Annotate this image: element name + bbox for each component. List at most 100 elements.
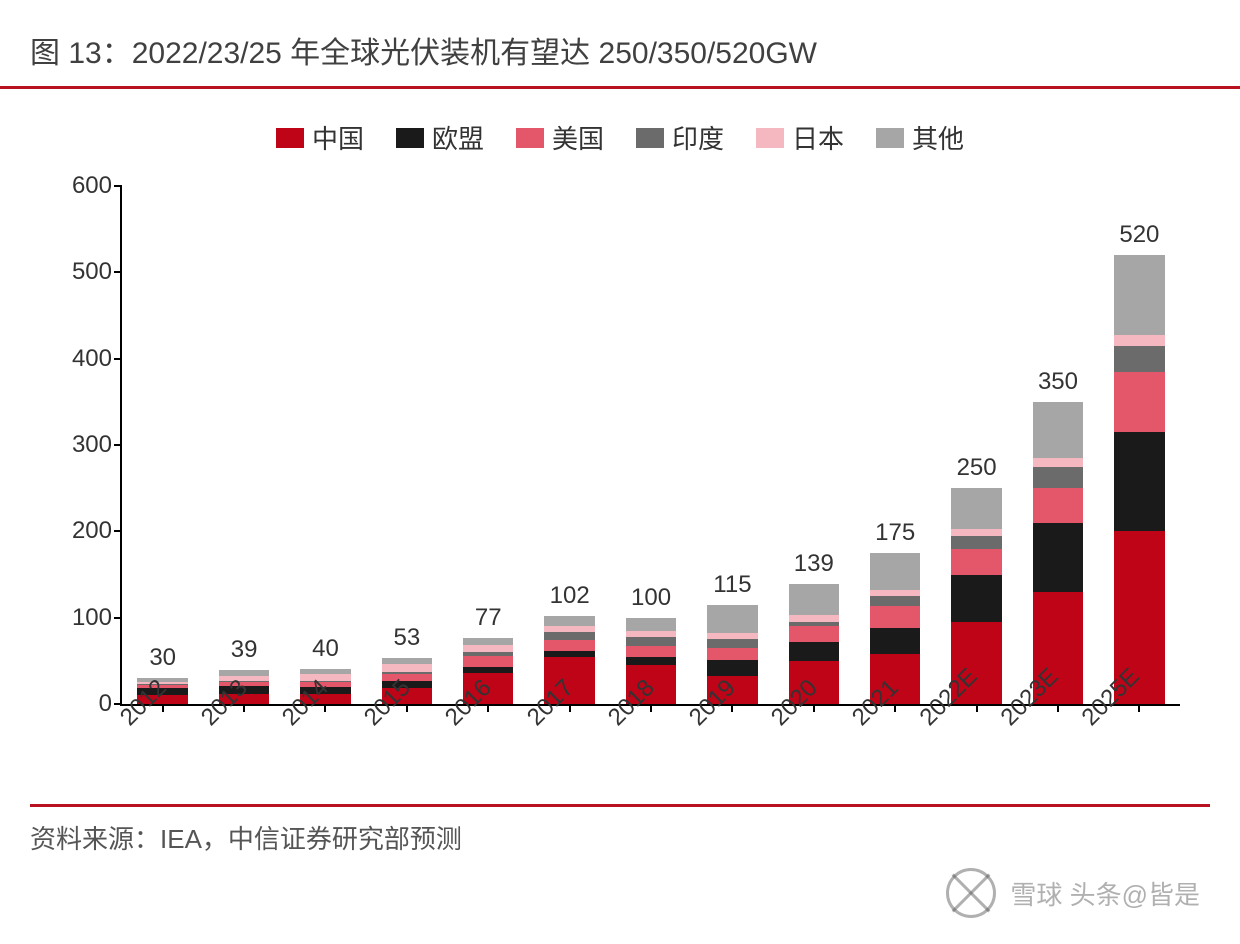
bar-segment-other	[1114, 255, 1164, 335]
bar-segment-eu	[1114, 432, 1164, 531]
bar-segment-eu	[626, 657, 676, 666]
bar-segment-us	[870, 606, 920, 628]
bars-row: 3020123920134020145320157720161022017100…	[122, 186, 1180, 704]
bar-total-label: 40	[312, 635, 339, 663]
bar-column: 1002018	[610, 186, 691, 704]
y-tick-mark	[114, 271, 122, 273]
x-tick-mark	[976, 704, 978, 712]
y-tick-mark	[114, 617, 122, 619]
bar-column: 1392020	[773, 186, 854, 704]
legend-label: 欧盟	[432, 119, 484, 156]
plot-area: 3020123920134020145320157720161022017100…	[120, 186, 1180, 706]
bar-column: 1152019	[692, 186, 773, 704]
bar-segment-us	[382, 674, 432, 681]
figure-source: 资料来源：IEA，中信证券研究部预测	[30, 804, 1210, 856]
bar-total-label: 520	[1119, 221, 1159, 249]
bar-segment-us	[951, 549, 1001, 575]
x-tick-mark	[650, 704, 652, 712]
bar-total-label: 39	[231, 636, 258, 664]
bar-segment-other	[707, 605, 757, 633]
legend-label: 日本	[792, 119, 844, 156]
legend-label: 中国	[312, 119, 364, 156]
bar-total-label: 53	[394, 624, 421, 652]
bar-segment-india	[707, 639, 757, 648]
bar-segment-other	[463, 638, 513, 646]
legend-label: 美国	[552, 119, 604, 156]
bar-segment-india	[1114, 346, 1164, 372]
bar-segment-india	[951, 536, 1001, 549]
bar-segment-eu	[951, 575, 1001, 622]
x-tick-mark	[813, 704, 815, 712]
bar-total-label: 250	[957, 454, 997, 482]
y-tick-mark	[114, 444, 122, 446]
bar-segment-japan	[789, 615, 839, 622]
bar-segment-eu	[707, 660, 757, 676]
bar-segment-us	[789, 626, 839, 642]
bar-column: 392013	[203, 186, 284, 704]
legend-item: 欧盟	[396, 119, 484, 156]
legend-item: 日本	[756, 119, 844, 156]
bar-segment-india	[544, 632, 594, 640]
bar-total-label: 30	[149, 644, 176, 672]
bar-segment-eu	[789, 642, 839, 661]
bar-segment-india	[870, 596, 920, 606]
bar-segment-other	[951, 488, 1001, 529]
bar-segment-japan	[951, 529, 1001, 536]
bar-segment-japan	[1114, 335, 1164, 345]
legend-swatch	[636, 128, 664, 148]
bar-segment-us	[626, 646, 676, 656]
x-tick-mark	[894, 704, 896, 712]
legend-label: 印度	[672, 119, 724, 156]
bar-total-label: 100	[631, 584, 671, 612]
bar-segment-japan	[382, 664, 432, 672]
bar-column: 2502022E	[936, 186, 1017, 704]
legend-item: 中国	[276, 119, 364, 156]
bar-segment-us	[463, 656, 513, 667]
watermark-text: 雪球 头条@皆是	[1010, 875, 1200, 912]
chart-area: 3020123920134020145320157720161022017100…	[40, 166, 1200, 786]
bar-total-label: 115	[713, 571, 751, 599]
bar-stack	[1114, 255, 1164, 704]
x-tick-mark	[324, 704, 326, 712]
bar-column: 772016	[448, 186, 529, 704]
bar-total-label: 139	[794, 550, 834, 578]
legend-swatch	[516, 128, 544, 148]
legend-swatch	[756, 128, 784, 148]
bar-segment-japan	[463, 645, 513, 652]
bar-segment-us	[544, 640, 594, 650]
bar-segment-other	[544, 616, 594, 626]
legend: 中国 欧盟 美国 印度 日本其他	[0, 89, 1240, 166]
legend-item: 其他	[876, 119, 964, 156]
bar-total-label: 175	[875, 519, 915, 547]
bar-column: 402014	[285, 186, 366, 704]
x-tick-mark	[1057, 704, 1059, 712]
bar-segment-us	[707, 648, 757, 660]
legend-item: 美国	[516, 119, 604, 156]
bar-total-label: 350	[1038, 368, 1078, 396]
y-tick-mark	[114, 185, 122, 187]
bar-column: 3502023E	[1017, 186, 1098, 704]
bar-column: 5202025E	[1099, 186, 1180, 704]
bar-segment-india	[626, 637, 676, 646]
bar-stack	[1033, 402, 1083, 704]
bar-segment-us	[1114, 372, 1164, 432]
watermark: 雪球 头条@皆是	[946, 868, 1200, 918]
bar-segment-other	[626, 618, 676, 631]
bar-column: 1022017	[529, 186, 610, 704]
bar-column: 532015	[366, 186, 447, 704]
y-tick-mark	[114, 358, 122, 360]
bar-segment-other	[1033, 402, 1083, 458]
bar-segment-eu	[1033, 523, 1083, 592]
x-tick-mark	[731, 704, 733, 712]
figure-title: 图 13：2022/23/25 年全球光伏装机有望达 250/350/520GW	[0, 0, 1240, 89]
legend-swatch	[396, 128, 424, 148]
bar-column: 1752021	[855, 186, 936, 704]
bar-segment-other	[789, 584, 839, 615]
legend-swatch	[876, 128, 904, 148]
bar-segment-other	[870, 553, 920, 590]
watermark-logo-icon	[946, 868, 996, 918]
bar-total-label: 102	[550, 582, 590, 610]
bar-segment-us	[1033, 488, 1083, 523]
x-tick-mark	[243, 704, 245, 712]
bar-segment-eu	[870, 628, 920, 654]
